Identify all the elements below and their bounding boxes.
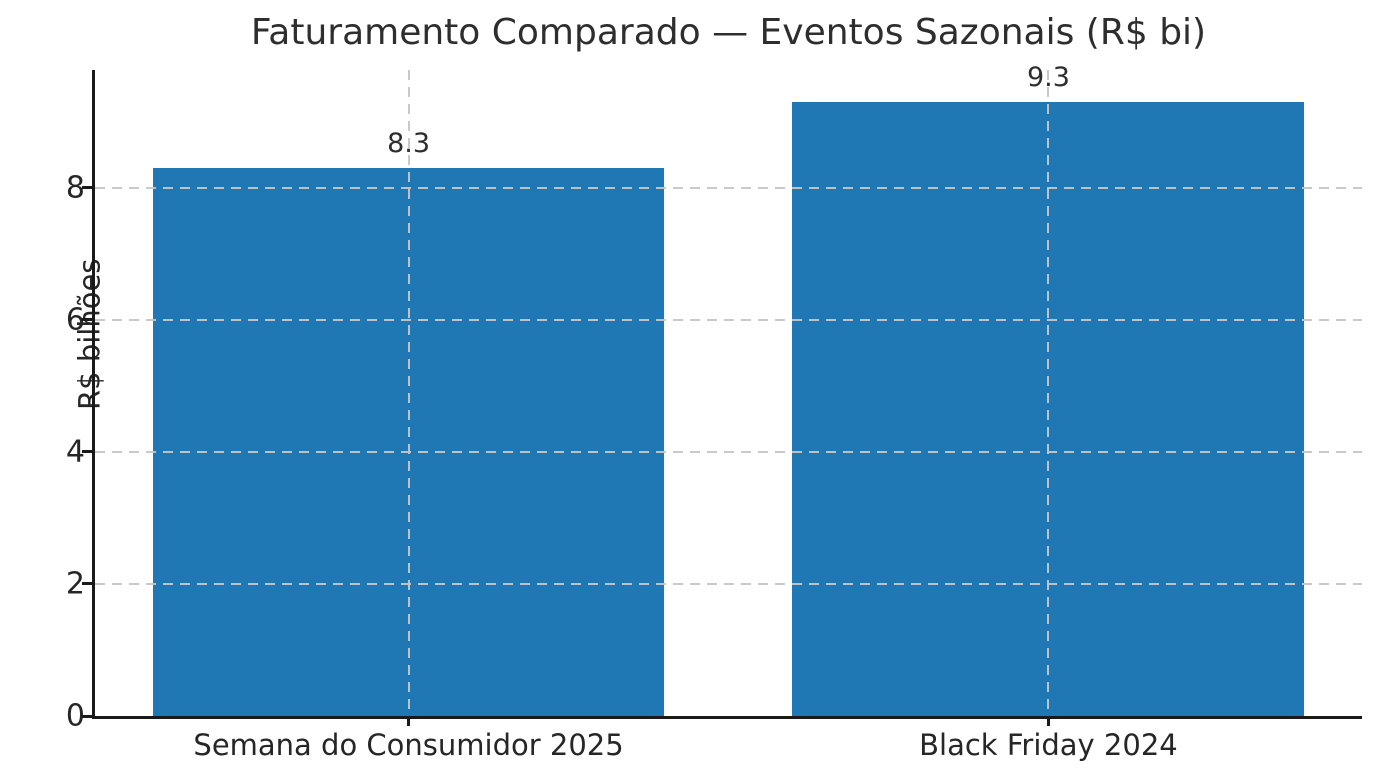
axes-spines — [92, 70, 1362, 719]
chart-title: Faturamento Comparado — Eventos Sazonais… — [250, 12, 1207, 53]
x-tick-mark — [407, 716, 411, 726]
y-tick-mark — [82, 582, 92, 586]
x-tick-label: Black Friday 2024 — [919, 728, 1178, 762]
x-tick-label: Semana do Consumidor 2025 — [193, 728, 624, 762]
y-tick-mark — [82, 714, 92, 718]
y-tick-label: 2 — [65, 566, 85, 602]
x-tick-mark — [1046, 716, 1050, 726]
y-tick-label: 0 — [65, 698, 85, 734]
bar-value-label: 9.3 — [1026, 61, 1070, 93]
gridline-horizontal — [95, 450, 1362, 453]
gridline-horizontal — [95, 186, 1362, 189]
y-tick-mark — [82, 186, 92, 190]
bar-value-label: 8.3 — [387, 127, 431, 159]
y-tick-mark — [82, 450, 92, 454]
gridline-vertical — [407, 70, 410, 716]
y-tick-label: 4 — [65, 434, 85, 470]
gridline-horizontal — [95, 318, 1362, 321]
y-tick-label: 8 — [65, 170, 85, 206]
y-tick-label: 6 — [65, 302, 85, 338]
gridline-vertical — [1047, 70, 1050, 716]
gridline-horizontal — [95, 582, 1362, 585]
y-tick-mark — [82, 318, 92, 322]
